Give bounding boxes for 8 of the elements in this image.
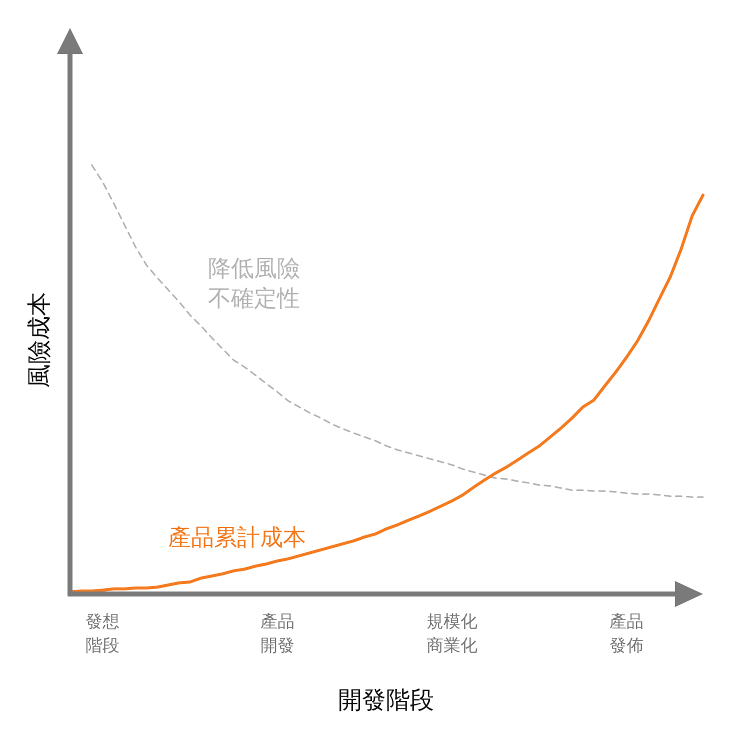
x-tick-label: 產品發佈	[610, 612, 644, 656]
x-axis-title: 開發階段	[338, 686, 434, 714]
x-tick-label: 規模化商業化	[426, 612, 478, 656]
series-label: 降低風險不確定性	[208, 256, 300, 312]
series-label: 產品累計成本	[168, 525, 306, 551]
x-tick-label: 發想階段	[86, 612, 120, 656]
y-axis-title: 風險成本	[25, 292, 53, 388]
x-tick-label: 產品開發	[260, 612, 294, 656]
